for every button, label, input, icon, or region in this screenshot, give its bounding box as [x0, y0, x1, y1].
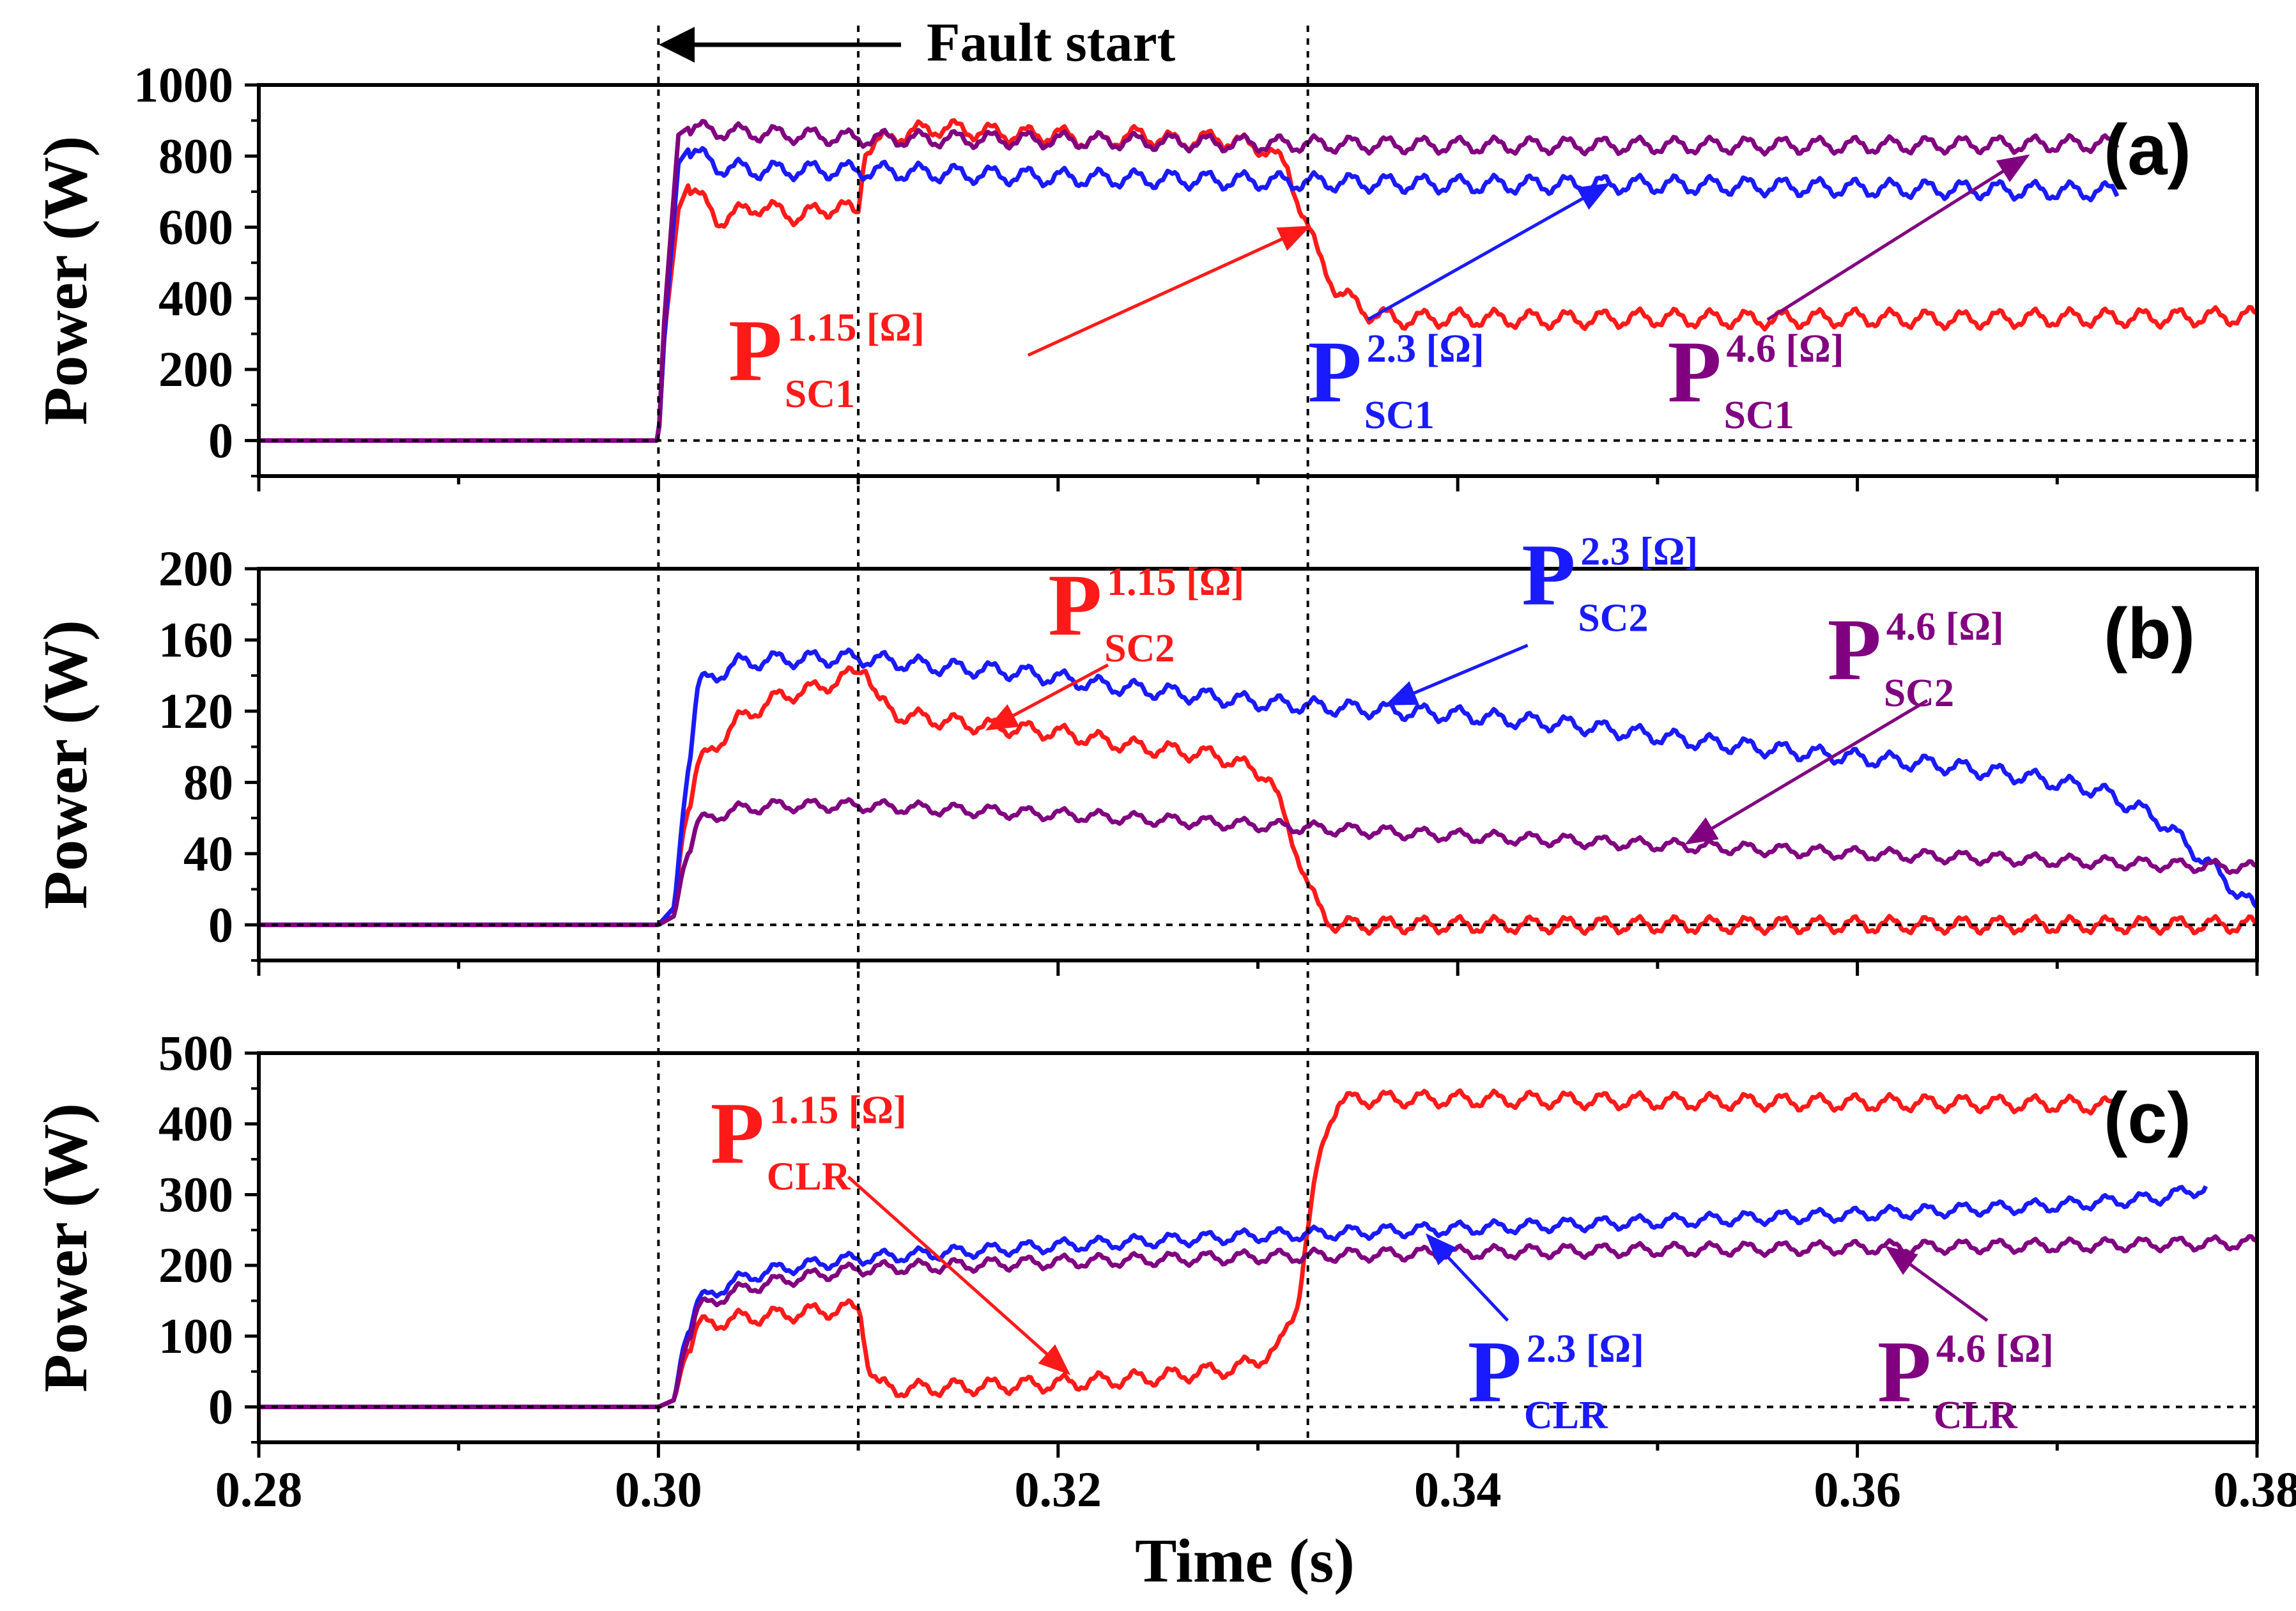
series-annotation: P 2.3 [Ω] SC1 [1308, 183, 1611, 437]
series-annotation: P 4.6 [Ω] SC1 [1668, 154, 2030, 437]
annotation-subscript: SC1 [1364, 394, 1435, 437]
panel-1: 0 200 400 600 800 1000 Power (W) (a) [31, 57, 2259, 491]
annotation-superscript: 4.6 [Ω] [1886, 605, 2004, 649]
x-tick-label: 0.38 [2214, 1461, 2296, 1517]
series-line-red [259, 1088, 2120, 1410]
panel-3: 0 100 200 300 400 500 Power (W) (c) [31, 1025, 2259, 1458]
x-tick-label: 0.28 [215, 1461, 303, 1517]
annotation-superscript: 1.15 [Ω] [769, 1089, 907, 1132]
y-tick-label: 200 [158, 341, 233, 397]
annotation-arrow [1027, 226, 1311, 357]
y-tick-label: 160 [158, 612, 233, 667]
x-tick-label: 0.32 [1015, 1461, 1102, 1517]
annotation-superscript: 1.15 [Ω] [787, 306, 925, 350]
panel-2: 0 40 80 120 160 200 Power (W) (b) [31, 541, 2259, 976]
y-axis-title: Power (W) [31, 620, 100, 909]
annotation-symbol: P [728, 302, 782, 399]
annotation-symbol: P [1828, 601, 1881, 698]
y-tick-label: 500 [158, 1025, 233, 1081]
y-tick-label: 200 [158, 1237, 233, 1293]
y-tick-label: 0 [208, 412, 233, 468]
y-tick-label: 400 [158, 270, 233, 326]
annotation-subscript: CLR [1934, 1394, 2018, 1437]
annotation-symbol: P [1468, 1323, 1522, 1421]
y-tick-label: 1000 [134, 57, 233, 112]
panel-frame [257, 1051, 2259, 1444]
y-axis-title: Power (W) [31, 1103, 100, 1392]
series-annotation: P 1.15 [Ω] SC2 [985, 556, 1244, 731]
annotation-arrow [1367, 183, 1611, 321]
y-axis-title: Power (W) [31, 136, 100, 426]
annotation-superscript: 2.3 [Ω] [1367, 327, 1484, 371]
y-tick-label: 300 [158, 1166, 233, 1222]
annotation-superscript: 1.15 [Ω] [1107, 560, 1244, 604]
annotation-arrow [1684, 699, 1929, 845]
annotation-subscript: SC2 [1578, 597, 1648, 640]
annotation-symbol: P [1308, 323, 1362, 420]
x-tick-label: 0.30 [615, 1461, 702, 1517]
annotation-symbol: P [1048, 556, 1102, 654]
series-annotation: P 1.15 [Ω] SC1 [728, 226, 1311, 416]
series-line-purple [259, 1234, 2257, 1410]
annotation-subscript: SC2 [1884, 672, 1954, 715]
y-tick-label: 0 [208, 1379, 233, 1435]
annotation-superscript: 2.3 [Ω] [1527, 1327, 1644, 1371]
annotation-arrow [1425, 1233, 1509, 1322]
series-line-purple [259, 797, 2258, 927]
y-tick-label: 800 [158, 128, 233, 183]
y-tick-label: 600 [158, 199, 233, 255]
panel-label: (c) [2104, 1078, 2191, 1158]
panel-label: (a) [2104, 110, 2191, 190]
annotation-subscript: SC1 [1724, 394, 1794, 437]
series-annotation: P 4.6 [Ω] SC2 [1684, 601, 2004, 845]
annotation-arrow [1766, 154, 2030, 321]
panel-label: (b) [2104, 594, 2195, 674]
y-tick-label: 80 [183, 754, 233, 810]
y-tick-label: 400 [158, 1096, 233, 1152]
x-axis-title: Time (s) [1135, 1527, 1355, 1596]
annotation-symbol: P [711, 1084, 764, 1182]
series-annotation: P 1.15 [Ω] CLR [711, 1084, 1071, 1375]
y-tick-label: 100 [158, 1308, 233, 1364]
series-line-blue [259, 647, 2258, 927]
annotation-arrow [985, 663, 1109, 731]
y-tick-label: 0 [208, 897, 233, 952]
annotation-arrow [1884, 1245, 1989, 1322]
series-line-blue [259, 146, 2120, 443]
annotation-subscript: SC1 [785, 373, 855, 416]
annotation-symbol: P [1668, 323, 1722, 420]
annotation-superscript: 2.3 [Ω] [1580, 530, 1698, 574]
annotation-symbol: P [1877, 1323, 1931, 1421]
annotation-superscript: 4.6 [Ω] [1936, 1327, 2054, 1371]
annotation-arrow [1385, 644, 1529, 706]
series-annotation: P 2.3 [Ω] CLR [1425, 1233, 1644, 1437]
annotation-subscript: CLR [767, 1155, 851, 1199]
annotation-subscript: CLR [1524, 1394, 1608, 1437]
series-line-red [259, 118, 2258, 443]
annotation-subscript: SC2 [1104, 627, 1175, 670]
annotation-symbol: P [1522, 526, 1575, 624]
series-annotation: P 4.6 [Ω] CLR [1877, 1245, 2054, 1437]
annotation-arrow [847, 1175, 1071, 1375]
data-lines-layer [259, 118, 2258, 1410]
fault-start-label: Fault start [927, 12, 1176, 73]
y-tick-label: 200 [158, 541, 233, 596]
x-tick-label: 0.34 [1414, 1461, 1502, 1517]
y-tick-label: 40 [183, 826, 233, 881]
y-tick-label: 120 [158, 683, 233, 739]
series-annotation: P 2.3 [Ω] SC2 [1385, 526, 1698, 706]
x-tick-label: 0.36 [1814, 1461, 1901, 1517]
annotation-superscript: 4.6 [Ω] [1727, 327, 1844, 371]
